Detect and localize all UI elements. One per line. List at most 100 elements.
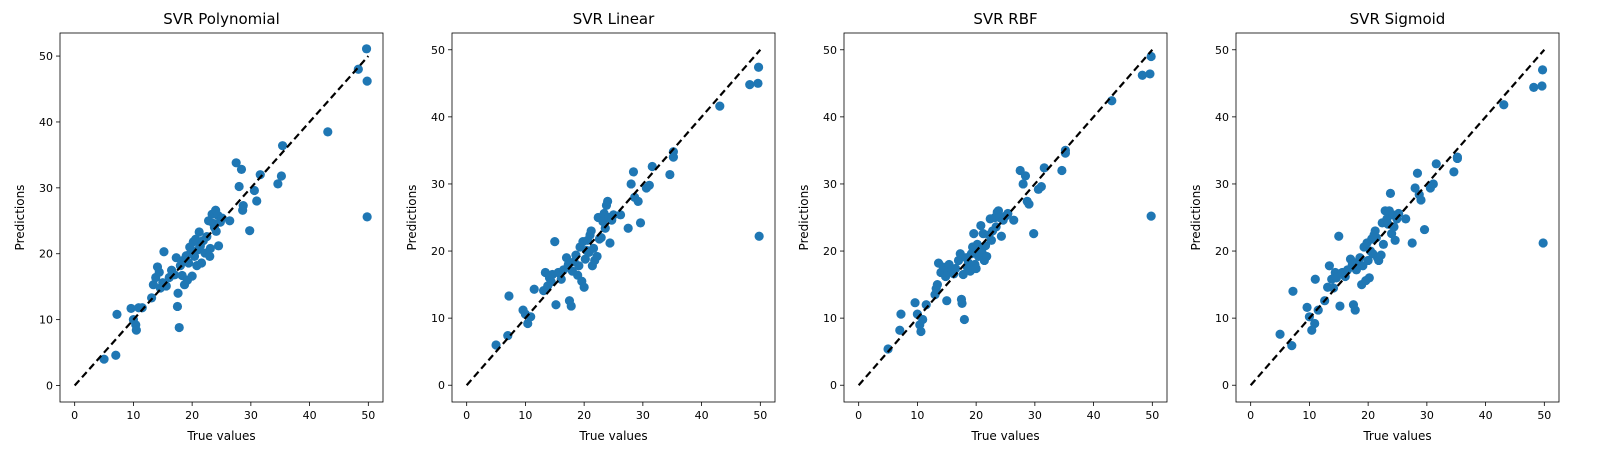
- data-point: [986, 235, 997, 245]
- subplot-title: SVR Sigmoid: [1350, 10, 1446, 28]
- data-point: [605, 238, 615, 248]
- data-point: [626, 179, 636, 189]
- data-point: [1302, 302, 1312, 313]
- data-point: [1537, 65, 1548, 75]
- data-point: [126, 303, 136, 314]
- x-tick-label: 20: [185, 409, 199, 422]
- y-tick-label: 50: [39, 50, 53, 63]
- data-point: [159, 247, 169, 257]
- data-point: [665, 169, 675, 180]
- data-point: [1416, 195, 1426, 205]
- subplot-title: SVR RBF: [973, 10, 1037, 28]
- data-point: [969, 229, 979, 239]
- data-point: [574, 261, 584, 271]
- data-point: [1009, 215, 1019, 225]
- data-point: [551, 300, 561, 310]
- y-tick-label: 30: [431, 178, 445, 191]
- y-tick-label: 20: [39, 248, 53, 261]
- data-point: [172, 301, 183, 312]
- data-point: [1334, 231, 1344, 241]
- data-point: [154, 267, 164, 277]
- x-tick-label: 50: [1145, 409, 1159, 422]
- data-point: [623, 223, 633, 233]
- data-point: [592, 251, 602, 262]
- data-point: [976, 220, 986, 231]
- data-point: [131, 325, 141, 335]
- data-point: [1364, 273, 1374, 283]
- data-point: [550, 237, 560, 247]
- data-point: [191, 234, 201, 244]
- data-point: [1324, 261, 1334, 271]
- data-point: [234, 181, 244, 192]
- y-tick-label: 40: [1215, 111, 1229, 124]
- y-tick-label: 30: [39, 182, 53, 195]
- y-tick-label: 30: [1215, 178, 1229, 191]
- data-point: [194, 227, 204, 237]
- data-point: [896, 309, 906, 319]
- data-point: [1146, 211, 1156, 221]
- x-tick-label: 50: [753, 409, 767, 422]
- x-tick-label: 0: [1247, 409, 1254, 422]
- plot-frame: [451, 32, 776, 403]
- data-point: [546, 277, 556, 287]
- data-point: [1410, 183, 1420, 193]
- data-point: [668, 147, 679, 157]
- y-tick-label: 0: [830, 379, 837, 392]
- x-tick-label: 30: [636, 409, 650, 422]
- data-point: [1145, 69, 1155, 79]
- data-point: [217, 213, 227, 223]
- data-point: [1355, 253, 1365, 263]
- x-tick-label: 20: [1361, 409, 1375, 422]
- x-axis-label: True values: [578, 429, 647, 443]
- data-point: [1018, 179, 1028, 189]
- y-axis-label: Predictions: [797, 185, 811, 251]
- data-point: [171, 253, 181, 263]
- data-point: [529, 284, 539, 294]
- subplot-2: SVR Linear 0 10 20 30 40 50 0 10 20 30 40 50 True val…: [405, 10, 776, 443]
- data-point: [353, 64, 363, 74]
- data-point: [238, 201, 248, 211]
- data-point: [942, 296, 952, 306]
- data-point: [895, 325, 905, 335]
- data-point: [205, 243, 215, 254]
- data-point: [205, 251, 215, 261]
- plot-frame: [1235, 32, 1560, 403]
- x-tick-label: 0: [463, 409, 470, 422]
- y-tick-label: 20: [431, 245, 445, 258]
- data-point: [615, 210, 626, 220]
- y-tick-label: 30: [823, 178, 837, 191]
- subplot-title: SVR Linear: [573, 10, 655, 28]
- x-tick-label: 10: [126, 409, 140, 422]
- data-point: [1024, 199, 1034, 209]
- data-point: [503, 330, 513, 341]
- data-point: [932, 279, 942, 290]
- data-point: [1310, 318, 1320, 329]
- subplot-4: SVR Sigmoid 0 10 20 30 40 50 0 10 20 30 40 50 True va…: [1189, 10, 1560, 443]
- data-point: [996, 231, 1006, 241]
- data-point: [245, 226, 255, 236]
- data-point: [1452, 152, 1463, 162]
- y-tick-label: 20: [823, 245, 837, 258]
- x-axis-label: True values: [186, 429, 255, 443]
- x-tick-label: 40: [1087, 409, 1101, 422]
- data-point: [174, 322, 184, 333]
- data-point: [1428, 179, 1438, 189]
- data-point: [608, 210, 619, 220]
- x-tick-label: 10: [1302, 409, 1316, 422]
- plot-frame: [843, 32, 1168, 403]
- data-point: [1331, 273, 1342, 283]
- subplot-title: SVR Polynomial: [163, 10, 280, 28]
- data-point: [99, 354, 109, 364]
- data-point: [883, 344, 893, 354]
- data-point: [249, 185, 259, 196]
- data-point: [148, 280, 158, 290]
- x-tick-label: 30: [1420, 409, 1434, 422]
- x-tick-label: 10: [518, 409, 532, 422]
- x-tick-label: 30: [1028, 409, 1042, 422]
- reference-line: [857, 49, 1154, 386]
- data-point: [231, 158, 241, 168]
- data-point: [556, 274, 566, 284]
- data-point: [1287, 341, 1297, 351]
- y-tick-label: 0: [438, 379, 445, 392]
